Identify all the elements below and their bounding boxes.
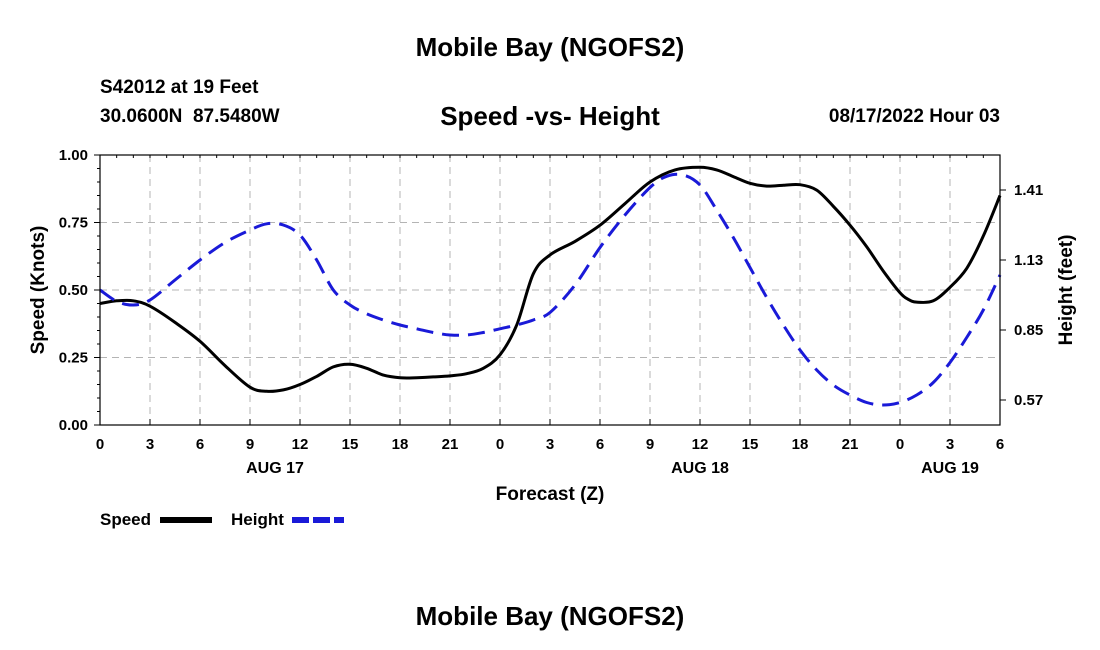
x-tick-label: 6 xyxy=(996,436,1004,453)
x-tick-label: 18 xyxy=(392,436,409,453)
x-tick-label: 6 xyxy=(596,436,604,453)
y2-tick-label: 0.85 xyxy=(1014,322,1043,339)
y2-axis-title: Height (feet) xyxy=(1056,235,1077,346)
axis-labels: 0 3 6 9 12 15 18 21 0 3 6 9 12 15 18 21 0 3 6 0.00 0.25 0.50 0… xyxy=(28,147,1077,505)
y2-tick-label: 1.41 xyxy=(1014,182,1043,199)
x-tick-label: 15 xyxy=(742,436,759,453)
y-tick-label: 0.50 xyxy=(59,282,88,299)
x-tick-label: 3 xyxy=(546,436,554,453)
chart-title: Mobile Bay (NGOFS2) xyxy=(415,32,685,62)
x-axis-title: Forecast (Z) xyxy=(496,484,605,505)
date-label: AUG 17 xyxy=(246,460,304,477)
y-axis-title: Speed (Knots) xyxy=(28,226,49,355)
x-tick-label: 15 xyxy=(342,436,359,453)
station-label: S42012 at 19 Feet xyxy=(100,77,259,98)
coordinates-label: 30.0600N 87.5480W xyxy=(100,106,280,127)
height-legend-label: Height xyxy=(231,510,284,529)
legend: Speed Height xyxy=(100,510,344,529)
x-tick-label: 0 xyxy=(96,436,104,453)
x-tick-label: 18 xyxy=(792,436,809,453)
repeat-title: Mobile Bay (NGOFS2) xyxy=(415,601,685,631)
date-label: AUG 19 xyxy=(921,460,979,477)
x-tick-label: 12 xyxy=(292,436,309,453)
x-tick-label: 0 xyxy=(496,436,504,453)
x-tick-label: 9 xyxy=(246,436,254,453)
x-tick-label: 3 xyxy=(946,436,954,453)
date-label: AUG 18 xyxy=(671,460,729,477)
y-tick-label: 0.00 xyxy=(59,417,88,434)
grid-lines xyxy=(100,155,1000,425)
y2-tick-label: 1.13 xyxy=(1014,252,1043,269)
y-tick-label: 1.00 xyxy=(59,147,88,164)
axis-ticks xyxy=(94,154,1006,426)
chart-subtitle: Speed -vs- Height xyxy=(440,101,660,131)
y-tick-label: 0.25 xyxy=(59,350,88,367)
speed-legend-label: Speed xyxy=(100,510,151,529)
x-tick-label: 0 xyxy=(896,436,904,453)
x-tick-label: 21 xyxy=(842,436,859,453)
series-lines xyxy=(99,165,1002,407)
forecast-timestamp: 08/17/2022 Hour 03 xyxy=(828,106,1000,127)
x-tick-label: 3 xyxy=(146,436,154,453)
x-tick-label: 12 xyxy=(692,436,709,453)
height-line xyxy=(99,172,1002,407)
x-tick-label: 9 xyxy=(646,436,654,453)
speed-line xyxy=(99,165,1002,393)
x-tick-label: 21 xyxy=(442,436,459,453)
y-tick-label: 0.75 xyxy=(59,215,88,232)
x-tick-label: 6 xyxy=(196,436,204,453)
y2-tick-label: 0.57 xyxy=(1014,392,1043,409)
